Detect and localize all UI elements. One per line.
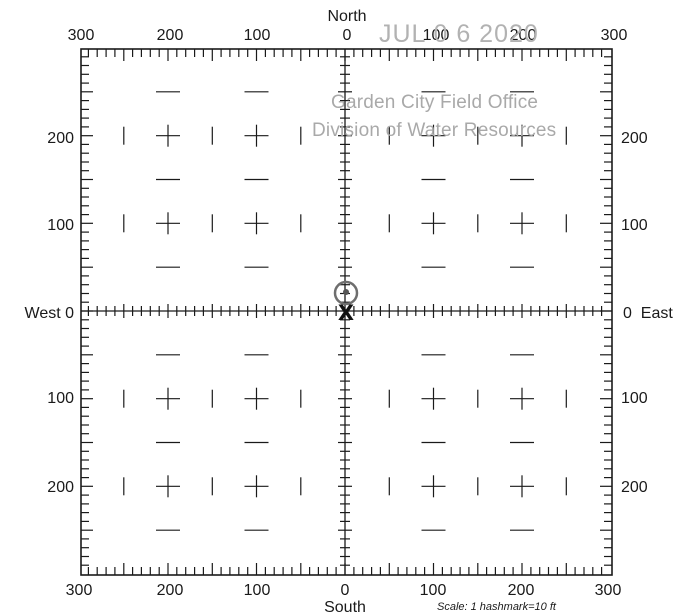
bottom-label: 0 <box>341 582 350 599</box>
top-label: 0 <box>343 27 352 44</box>
left-label: 200 <box>47 479 74 496</box>
top-label: 100 <box>244 27 271 44</box>
location-circle-icon <box>333 280 359 306</box>
section-grid <box>80 48 613 576</box>
bottom-label: 100 <box>420 582 447 599</box>
bottom-label: 300 <box>66 582 93 599</box>
top-axis-labels: 300 200 100 0 100 200 300 <box>68 27 628 44</box>
right-label: 100 <box>621 217 648 234</box>
left-label: 200 <box>47 130 74 147</box>
left-label: 100 <box>47 390 74 407</box>
top-label: 100 <box>423 27 450 44</box>
well-x-mark: X <box>338 301 354 325</box>
bottom-axis-labels: 300 200 100 0 100 200 300 <box>66 582 622 599</box>
received-stamp: JUL 0 6 2020 Garden City Field Office Di… <box>312 20 556 141</box>
bottom-label: 200 <box>508 582 535 599</box>
section-boundary <box>80 48 613 576</box>
right-label: 200 <box>621 479 648 496</box>
bottom-label: 200 <box>157 582 184 599</box>
stamp-line-1: Garden City Field Office <box>331 92 538 113</box>
right-label: 100 <box>621 390 648 407</box>
top-label: 300 <box>68 27 95 44</box>
south-label: South <box>324 599 366 613</box>
right-label: 200 <box>621 130 648 147</box>
north-label: North <box>327 8 366 25</box>
east-zero-label: 0 East <box>623 305 673 322</box>
bottom-label: 300 <box>595 582 622 599</box>
top-label: 200 <box>157 27 184 44</box>
scale-note: Scale: 1 hashmark=10 ft <box>437 601 557 613</box>
left-label: 100 <box>47 217 74 234</box>
center-axes <box>81 49 612 575</box>
stamp-line-2: Division of Water Resources <box>312 120 556 141</box>
left-axis-labels: 200 100 West 0 100 200 <box>25 130 75 496</box>
well-location-marker: X <box>333 280 359 325</box>
right-axis-labels: 200 100 0 East 100 200 <box>621 130 673 496</box>
location-dot-icon <box>343 289 349 295</box>
top-label: 200 <box>510 27 537 44</box>
stamp-date: JUL 0 6 2020 <box>379 20 539 48</box>
top-label: 300 <box>601 27 628 44</box>
west-zero-label: West 0 <box>25 305 75 322</box>
grid-cross-marks <box>123 91 567 531</box>
bottom-label: 100 <box>244 582 271 599</box>
